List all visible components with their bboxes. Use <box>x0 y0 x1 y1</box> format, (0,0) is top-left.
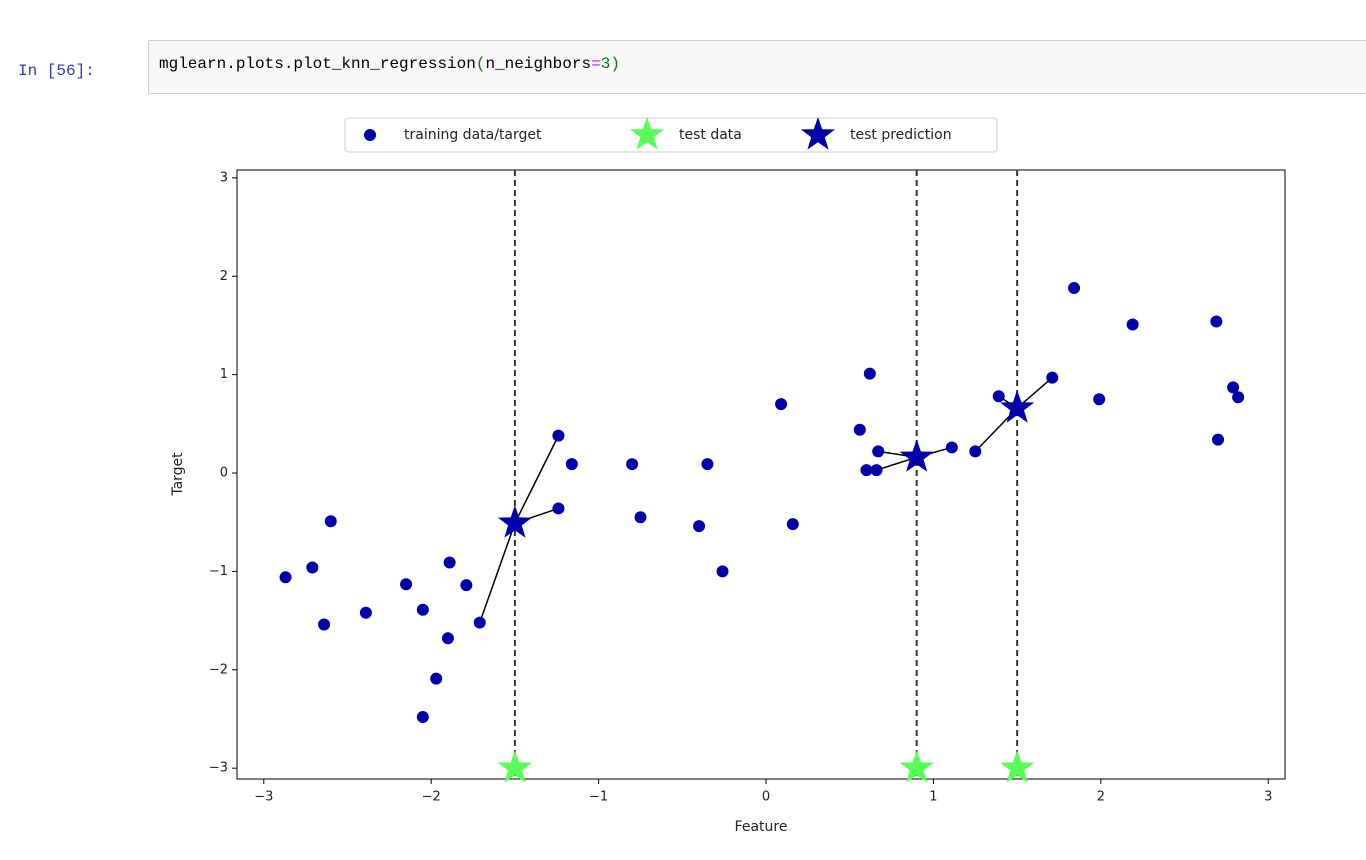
point <box>473 616 486 629</box>
point <box>634 511 647 524</box>
point <box>626 458 639 471</box>
point <box>416 603 429 616</box>
legend-marker <box>800 117 836 150</box>
code: mglearn.plots.plot_knn_regression(n_neig… <box>159 55 620 73</box>
star-point <box>1000 750 1035 783</box>
point <box>1068 282 1081 295</box>
point <box>853 423 866 436</box>
point <box>306 561 319 574</box>
x-tick-label: −3 <box>254 790 273 805</box>
legend-box <box>344 117 998 153</box>
code-token: ( <box>475 55 486 73</box>
neighbor-line <box>479 522 516 623</box>
point <box>1227 381 1240 394</box>
point <box>443 556 456 569</box>
point <box>324 515 337 528</box>
point <box>1232 391 1245 404</box>
x-tick-label: −2 <box>422 790 441 805</box>
y-tick-label: 2 <box>220 269 228 284</box>
point <box>460 579 473 592</box>
star-point <box>1000 390 1035 423</box>
code-token: 3 <box>600 55 611 73</box>
star-point <box>899 439 934 472</box>
chart: Feature Target −3 −2 −1 0 1 2 3 −3 −2 −1 0 1 2 3 train… <box>170 117 1286 835</box>
point <box>1046 371 1059 384</box>
point <box>716 565 729 578</box>
point <box>693 520 706 533</box>
point <box>430 672 443 685</box>
axes-frame <box>236 169 1286 780</box>
x-tick-label: 1 <box>929 790 937 805</box>
point <box>279 571 292 584</box>
x-tick-label: −1 <box>589 790 608 805</box>
point <box>701 458 714 471</box>
code-token: mglearn.plots.plot_knn_regression <box>159 55 476 73</box>
code-cell[interactable]: mglearn.plots.plot_knn_regression(n_neig… <box>148 40 1366 94</box>
star-point <box>497 750 532 783</box>
legend-label: training data/target <box>404 127 542 143</box>
neighbor-line <box>514 435 560 524</box>
point <box>992 390 1005 403</box>
y-tick-label: −3 <box>209 761 228 776</box>
point <box>416 711 429 724</box>
star-point <box>899 750 934 783</box>
point <box>565 458 578 471</box>
point <box>872 445 885 458</box>
point <box>1126 318 1139 331</box>
cell-prompt: In [56]: <box>18 62 95 80</box>
x-tick-label: 0 <box>762 790 770 805</box>
code-token: = <box>591 55 601 73</box>
legend-marker <box>364 129 376 141</box>
point <box>1093 393 1106 406</box>
point <box>870 464 883 477</box>
point <box>359 606 372 619</box>
code-token: ) <box>610 55 620 73</box>
x-axis-label: Feature <box>735 819 788 835</box>
point <box>1212 433 1225 446</box>
point <box>945 441 958 454</box>
point <box>863 367 876 380</box>
legend-label: test prediction <box>850 127 952 143</box>
point <box>552 429 565 442</box>
point <box>400 578 413 591</box>
x-tick-label: 3 <box>1264 790 1272 805</box>
y-tick-label: −1 <box>209 564 228 579</box>
point <box>318 618 331 631</box>
star-point <box>497 505 532 538</box>
legend-label: test data <box>679 127 742 143</box>
y-tick-label: 1 <box>220 367 228 382</box>
y-tick-label: −2 <box>209 662 228 677</box>
point <box>786 518 799 531</box>
code-token: n_neighbors <box>485 55 592 73</box>
point <box>969 445 982 458</box>
point <box>552 502 565 515</box>
legend-marker <box>629 117 665 150</box>
y-tick-label: 0 <box>220 466 228 481</box>
point <box>1210 315 1223 328</box>
point <box>860 464 873 477</box>
x-tick-label: 2 <box>1097 790 1105 805</box>
y-tick-label: 3 <box>220 170 228 185</box>
point <box>441 632 454 645</box>
y-axis-label: Target <box>170 452 186 497</box>
point <box>775 398 788 411</box>
